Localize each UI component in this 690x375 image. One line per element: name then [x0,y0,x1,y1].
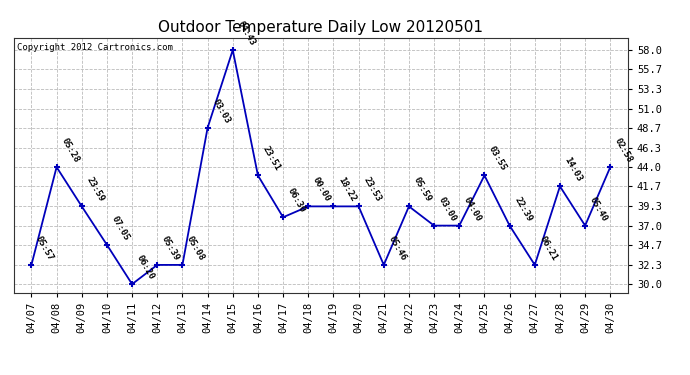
Text: 05:28: 05:28 [59,136,81,164]
Text: 05:08: 05:08 [185,234,206,262]
Text: 03:55: 03:55 [487,145,509,172]
Text: 05:40: 05:40 [588,195,609,223]
Text: 06:30: 06:30 [286,187,307,214]
Text: 07:05: 07:05 [110,214,131,242]
Text: 23:59: 23:59 [85,176,106,204]
Text: 05:57: 05:57 [34,234,55,262]
Text: 23:51: 23:51 [261,145,282,172]
Title: Outdoor Temperature Daily Low 20120501: Outdoor Temperature Daily Low 20120501 [158,20,484,35]
Text: 02:58: 02:58 [613,136,634,164]
Text: 03:00: 03:00 [437,195,458,223]
Text: 05:39: 05:39 [160,234,181,262]
Text: 04:00: 04:00 [462,195,483,223]
Text: 03:03: 03:03 [210,97,232,125]
Text: 05:46: 05:46 [386,234,408,262]
Text: 00:00: 00:00 [311,176,333,204]
Text: Copyright 2012 Cartronics.com: Copyright 2012 Cartronics.com [17,43,172,52]
Text: 05:59: 05:59 [412,176,433,204]
Text: 22:39: 22:39 [513,195,533,223]
Text: 06:21: 06:21 [538,234,559,262]
Text: 14:03: 14:03 [563,156,584,183]
Text: 18:22: 18:22 [336,176,357,204]
Text: 23:53: 23:53 [362,176,383,204]
Text: 06:20: 06:20 [135,254,156,281]
Text: 04:43: 04:43 [235,20,257,47]
